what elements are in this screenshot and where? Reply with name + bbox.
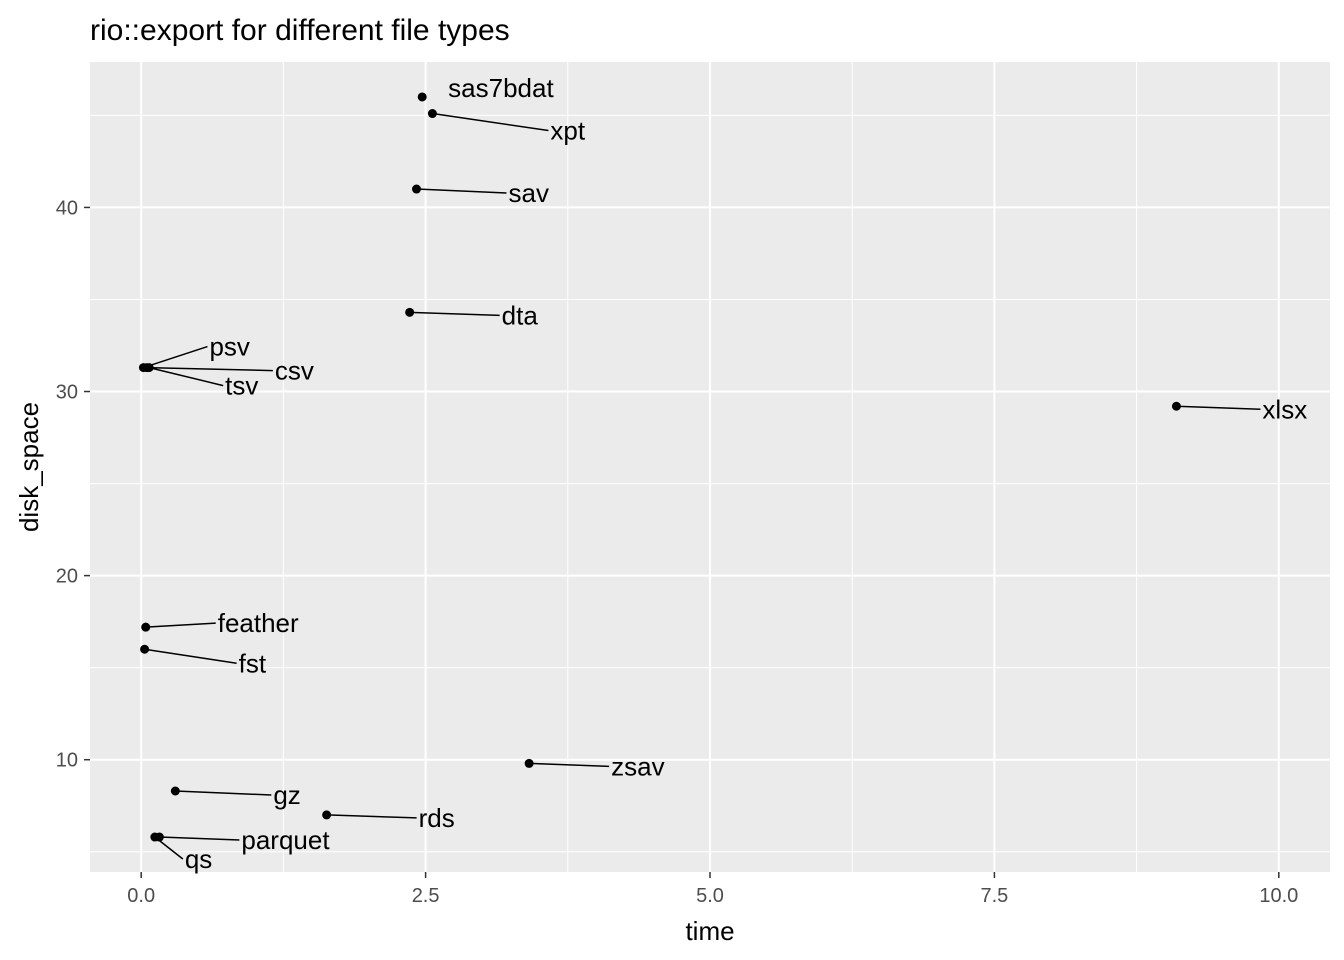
- label-leader-line: [143, 345, 208, 369]
- label-leader-line: [159, 836, 240, 841]
- x-tick-label: 7.5: [980, 885, 1008, 907]
- point-label: csv: [275, 356, 314, 386]
- x-axis-title: time: [685, 916, 734, 946]
- label-leader-line: [432, 112, 549, 132]
- data-point: [144, 363, 154, 373]
- point-label: sas7bdat: [448, 73, 554, 103]
- point-label: xlsx: [1262, 394, 1307, 424]
- y-tick-label: 30: [56, 382, 78, 404]
- point-label: rds: [419, 803, 455, 833]
- point-label: gz: [273, 780, 300, 810]
- data-point: [170, 786, 180, 796]
- point-label: xpt: [550, 116, 585, 146]
- point-label: parquet: [241, 825, 330, 855]
- x-tick-label: 10.0: [1259, 885, 1298, 907]
- label-leader-line: [144, 648, 237, 664]
- label-leader-line: [1176, 405, 1261, 410]
- label-leader-line: [175, 790, 272, 796]
- data-point: [417, 92, 427, 102]
- data-point: [1171, 401, 1181, 411]
- label-leader-line: [409, 311, 500, 317]
- chart-title: rio::export for different file types: [90, 14, 510, 47]
- point-label: zsav: [611, 751, 664, 781]
- x-tick-label: 5.0: [696, 885, 724, 907]
- y-tick-labels: 10 20 30 40: [56, 197, 78, 771]
- label-leader-line: [326, 814, 417, 819]
- point-label: sav: [508, 178, 548, 208]
- point-label: fst: [239, 648, 267, 678]
- label-leader-line: [416, 188, 507, 194]
- label-leader-line: [148, 366, 224, 387]
- data-point: [141, 622, 151, 632]
- point-label: dta: [502, 300, 539, 330]
- x-tick-labels: 0.0 2.5 5.0 7.5 10.0: [127, 885, 1298, 907]
- point-label: feather: [218, 608, 299, 638]
- grid-lines: [90, 62, 1330, 872]
- point-label: tsv: [225, 371, 258, 401]
- data-point: [427, 109, 437, 119]
- y-tick-label: 20: [56, 566, 78, 588]
- label-leader-line: [145, 622, 216, 628]
- data-point: [405, 307, 415, 317]
- data-points: [138, 92, 1181, 842]
- x-tick-label: 2.5: [412, 885, 440, 907]
- x-tick-label: 0.0: [127, 885, 155, 907]
- point-label: psv: [209, 332, 249, 362]
- point-label: qs: [185, 844, 212, 874]
- y-tick-label: 40: [56, 197, 78, 219]
- axis-ticks: [84, 206, 1280, 878]
- data-point: [150, 832, 160, 842]
- y-axis-title: disk_space: [14, 402, 44, 532]
- data-point: [411, 184, 421, 194]
- data-point: [322, 810, 332, 820]
- y-tick-label: 10: [56, 750, 78, 772]
- label-leader-line: [146, 366, 273, 372]
- data-point: [524, 758, 534, 768]
- label-leader-lines: [143, 112, 1261, 860]
- label-leader-line: [529, 762, 610, 768]
- data-point: [140, 644, 150, 654]
